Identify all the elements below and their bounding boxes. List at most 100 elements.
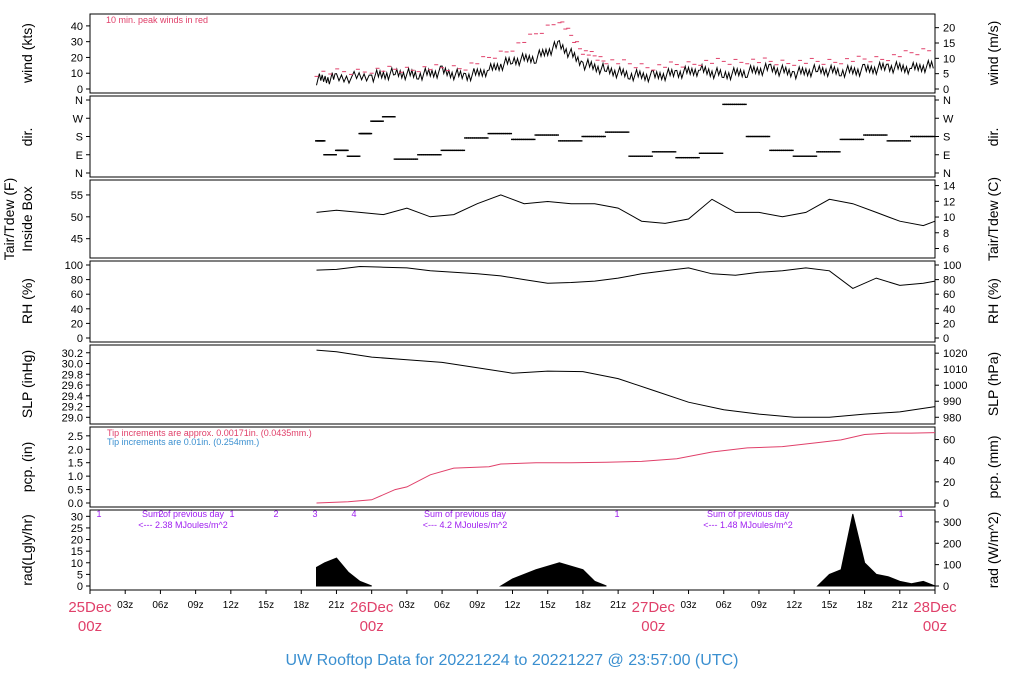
- slp-left-tick-label: 29.2: [62, 402, 83, 414]
- rad-right-tick-label: 300: [943, 517, 961, 529]
- slp-left-tick-label: 29.4: [62, 391, 83, 403]
- x-hour-label: 21z: [610, 600, 626, 611]
- pcp-note-blue: Tip increments are 0.01in. (0.254mm.): [107, 437, 259, 447]
- rh-left-tick-label: 0: [77, 333, 83, 345]
- slp-left-tick-label: 29.0: [62, 412, 83, 424]
- rh-left-tick-label: 40: [71, 304, 83, 316]
- pcp-right-tick-label: 20: [943, 477, 955, 489]
- rh-series: [316, 265, 936, 289]
- rad-marker-label: 1: [96, 509, 101, 519]
- temp-right-label: Tair/Tdew (C): [985, 177, 1001, 261]
- x-day-time-label: 00z: [641, 618, 665, 635]
- wind-right-tick-label: 5: [943, 69, 949, 81]
- slp-left-tick-label: 30.2: [62, 348, 83, 360]
- pcp-right-tick-label: 0: [943, 498, 949, 510]
- pcp-panel-frame: [89, 426, 936, 508]
- slp-right-tick-label: 1000: [943, 380, 967, 392]
- x-hour-label: 15z: [258, 600, 274, 611]
- wind-left-tick-label: 30: [71, 37, 83, 49]
- temp-left-tick-label: 45: [71, 234, 83, 246]
- temp-left-label: Tair/Tdew (F): [1, 178, 17, 260]
- dir-panel-frame: [89, 95, 936, 178]
- rad-left-tick-label: 15: [71, 546, 83, 558]
- wind-panel-frame: [89, 13, 936, 94]
- x-day-time-label: 00z: [78, 618, 102, 635]
- temp-inside-box-label: Inside Box: [19, 186, 35, 251]
- rad-right-tick-label: 100: [943, 560, 961, 572]
- dir-right-tick-label: W: [943, 113, 954, 125]
- rad-right-label: rad (W/m^2): [985, 512, 1001, 589]
- pcp-left-tick-label: 0.5: [68, 485, 83, 497]
- rh-right-tick-label: 80: [943, 275, 955, 287]
- rad-right-tick-label: 200: [943, 538, 961, 550]
- rh-right-tick-label: 60: [943, 289, 955, 301]
- x-hour-label: 18z: [293, 600, 309, 611]
- rad-left-tick-label: 0: [77, 581, 83, 593]
- dir-left-tick-label: N: [75, 168, 83, 180]
- pcp-left-tick-label: 1.0: [68, 471, 83, 483]
- dir-left-tick-label: E: [76, 150, 83, 162]
- x-hour-label: 15z: [540, 600, 556, 611]
- wind-right-tick-label: 20: [943, 23, 955, 35]
- wind-left-tick-label: 10: [71, 68, 83, 80]
- pcp-series: [316, 432, 936, 504]
- slp-left-tick-label: 29.8: [62, 369, 83, 381]
- rh-right-label: RH (%): [985, 278, 1001, 324]
- x-hour-label: 03z: [117, 600, 133, 611]
- rh-left-label: RH (%): [19, 278, 35, 324]
- chart-footer: UW Rooftop Data for 20221224 to 20221227…: [286, 652, 739, 669]
- rh-left-tick-label: 60: [71, 289, 83, 301]
- rad-series-area: [316, 557, 372, 587]
- temp-right-tick-label: 8: [943, 228, 949, 240]
- dir-right-tick-label: E: [943, 150, 950, 162]
- x-hour-label: 15z: [821, 600, 837, 611]
- rh-right-tick-label: 20: [943, 318, 955, 330]
- x-day-time-label: 00z: [923, 618, 947, 635]
- x-day-label: 25Dec: [68, 599, 112, 616]
- wind-series: [316, 39, 934, 86]
- rh-right-tick-label: 100: [943, 260, 961, 272]
- pcp-left-tick-label: 1.5: [68, 458, 83, 470]
- slp-right-tick-label: 1020: [943, 348, 967, 360]
- rad-marker-label: 1: [229, 509, 234, 519]
- slp-series: [316, 349, 936, 418]
- x-hour-label: 18z: [857, 600, 873, 611]
- pcp-note-red: Tip increments are approx. 0.00171in. (0…: [107, 428, 312, 438]
- temp-left-tick-label: 50: [71, 212, 83, 224]
- dir-right-tick-label: N: [943, 168, 951, 180]
- rad-sum-value: <--- 2.38 MJoules/m^2: [138, 520, 228, 530]
- x-hour-label: 21z: [328, 600, 344, 611]
- temp-right-tick-label: 14: [943, 181, 955, 193]
- slp-left-tick-label: 30.0: [62, 359, 83, 371]
- rad-left-tick-label: 30: [71, 511, 83, 523]
- pcp-right-tick-label: 40: [943, 456, 955, 468]
- pcp-left-tick-label: 2.5: [68, 431, 83, 443]
- wind-right-label: wind (m/s): [985, 21, 1001, 87]
- x-hour-label: 18z: [575, 600, 591, 611]
- wind-left-label: wind (kts): [19, 23, 35, 84]
- dir-left-label: dir.: [19, 128, 35, 147]
- temp-panel-frame: [89, 179, 936, 259]
- pcp-left-tick-label: 2.0: [68, 444, 83, 456]
- rh-left-tick-label: 100: [65, 260, 83, 272]
- dir-left-tick-label: S: [76, 132, 83, 144]
- rad-marker-label: 2: [273, 509, 278, 519]
- x-day-time-label: 00z: [360, 618, 384, 635]
- rad-marker-label: 4: [351, 509, 356, 519]
- wind-left-tick-label: 40: [71, 21, 83, 33]
- x-hour-label: 09z: [188, 600, 204, 611]
- rad-series-area: [816, 513, 936, 587]
- wind-left-tick-label: 20: [71, 52, 83, 64]
- tair-series: [316, 194, 936, 227]
- rad-left-tick-label: 20: [71, 535, 83, 547]
- rad-marker-label: 3: [312, 509, 317, 519]
- x-hour-label: 09z: [751, 600, 767, 611]
- wind-right-tick-label: 10: [943, 53, 955, 65]
- rad-sum-value: <--- 4.2 MJoules/m^2: [423, 520, 508, 530]
- rad-left-tick-label: 10: [71, 558, 83, 570]
- temp-right-tick-label: 10: [943, 212, 955, 224]
- rad-marker-label: 1: [614, 509, 619, 519]
- rh-right-tick-label: 0: [943, 333, 949, 345]
- dir-right-tick-label: S: [943, 132, 950, 144]
